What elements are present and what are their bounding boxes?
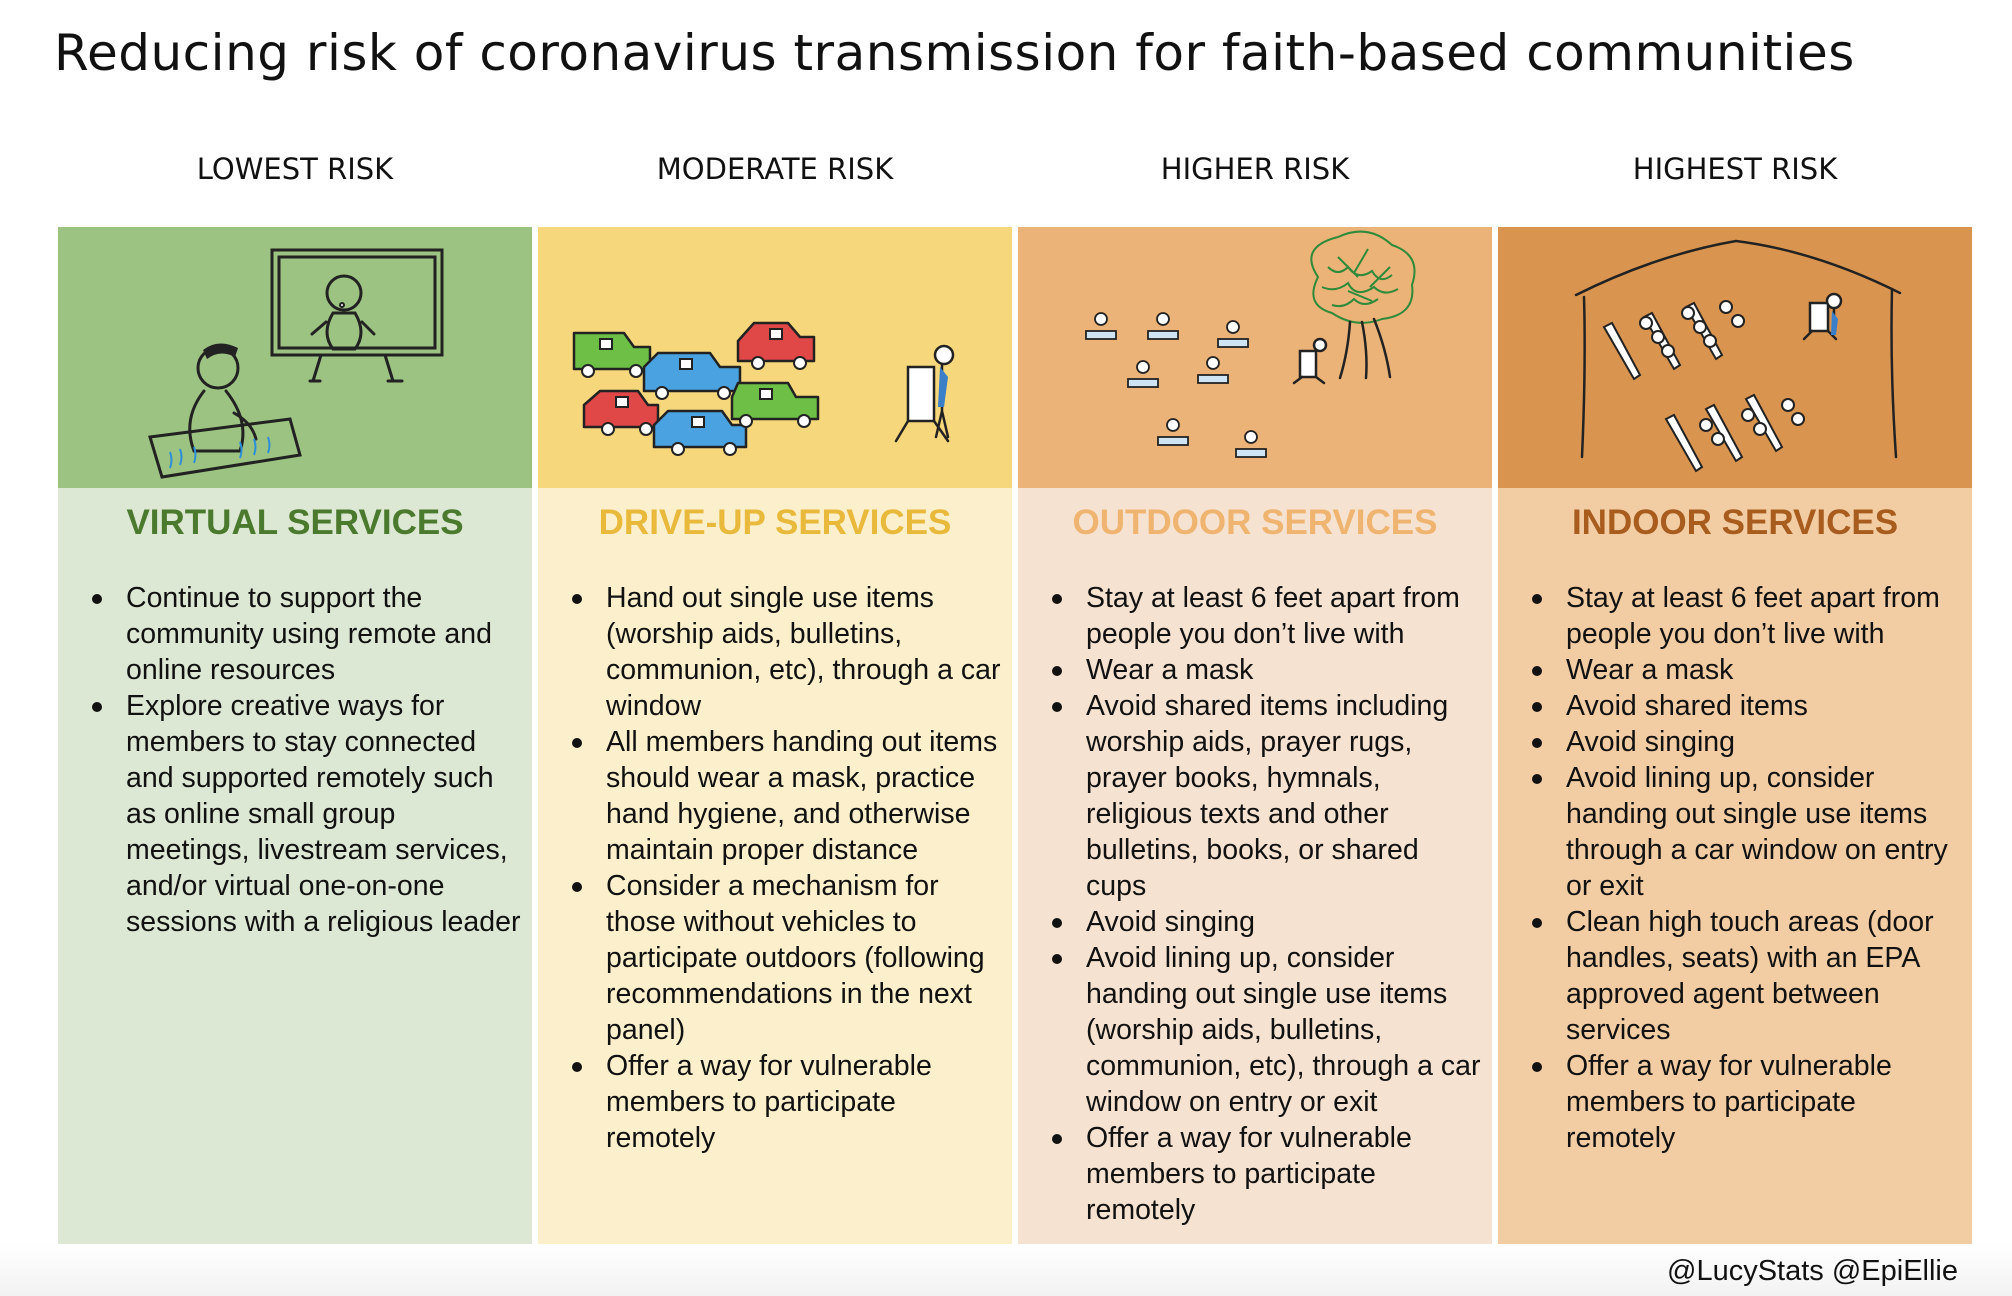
list-item: Explore creative ways for members to sta…: [92, 688, 524, 940]
column-drive-up: MODERATE RISK: [538, 0, 1012, 1244]
list-item: Offer a way for vulnerable members to pa…: [572, 1048, 1004, 1156]
heading-outdoor-services: OUTDOOR SERVICES: [1072, 503, 1438, 542]
risk-label-higher: HIGHER RISK: [1160, 152, 1350, 186]
credit-line: @LucyStats @EpiEllie: [1667, 1255, 1958, 1287]
list-item: Stay at least 6 feet apart from people y…: [1532, 580, 1964, 652]
indoor-pews-building-icon: [1498, 227, 1972, 488]
outdoor-gathering-tree-icon: [1018, 227, 1492, 488]
column-indoor: HIGHEST RISK: [1498, 0, 1972, 1244]
list-item: Wear a mask: [1532, 652, 1964, 688]
panel-body-drive-up: [538, 488, 1012, 1244]
list-item: Clean high touch areas (door handles, se…: [1532, 904, 1964, 1048]
list-item: Wear a mask: [1052, 652, 1484, 688]
page-title: Reducing risk of coronavirus transmissio…: [54, 24, 1855, 82]
risk-label-moderate: MODERATE RISK: [656, 152, 894, 186]
list-indoor: Stay at least 6 feet apart from people y…: [1532, 580, 1964, 1156]
person-watching-screen-icon: [58, 227, 532, 488]
list-item: Avoid shared items: [1532, 688, 1964, 724]
heading-drive-up-services: DRIVE-UP SERVICES: [598, 503, 952, 542]
list-item: Hand out single use items (worship aids,…: [572, 580, 1004, 724]
list-item: Avoid shared items including worship aid…: [1052, 688, 1484, 904]
heading-indoor-services: INDOOR SERVICES: [1571, 503, 1899, 542]
list-item: Consider a mechanism for those without v…: [572, 868, 1004, 1048]
list-item: All members handing out items should wea…: [572, 724, 1004, 868]
panel-body-outdoor: [1018, 488, 1492, 1244]
cars-and-podium-icon: [538, 227, 1012, 488]
list-drive-up: Hand out single use items (worship aids,…: [572, 580, 1004, 1156]
list-virtual: Continue to support the community using …: [92, 580, 524, 940]
risk-label-highest: HIGHEST RISK: [1632, 152, 1838, 186]
list-item: Continue to support the community using …: [92, 580, 524, 688]
list-item: Avoid singing: [1052, 904, 1484, 940]
heading-virtual-services: VIRTUAL SERVICES: [126, 503, 464, 542]
risk-label-lowest: LOWEST RISK: [196, 152, 394, 186]
list-item: Avoid lining up, consider handing out si…: [1532, 760, 1964, 904]
list-item: Offer a way for vulnerable members to pa…: [1532, 1048, 1964, 1156]
list-outdoor: Stay at least 6 feet apart from people y…: [1052, 580, 1484, 1228]
panel-body-virtual: [58, 488, 532, 1244]
bottom-bar: [0, 1244, 2012, 1296]
column-virtual: LOWEST RISK VIRTUAL SE: [58, 0, 532, 1244]
column-outdoor: HIGHER RISK: [1018, 0, 1492, 1244]
panel-body-indoor: [1498, 488, 1972, 1244]
list-item: Stay at least 6 feet apart from people y…: [1052, 580, 1484, 652]
list-item: Offer a way for vulnerable members to pa…: [1052, 1120, 1484, 1228]
list-item: Avoid lining up, consider handing out si…: [1052, 940, 1484, 1120]
list-item: Avoid singing: [1532, 724, 1964, 760]
